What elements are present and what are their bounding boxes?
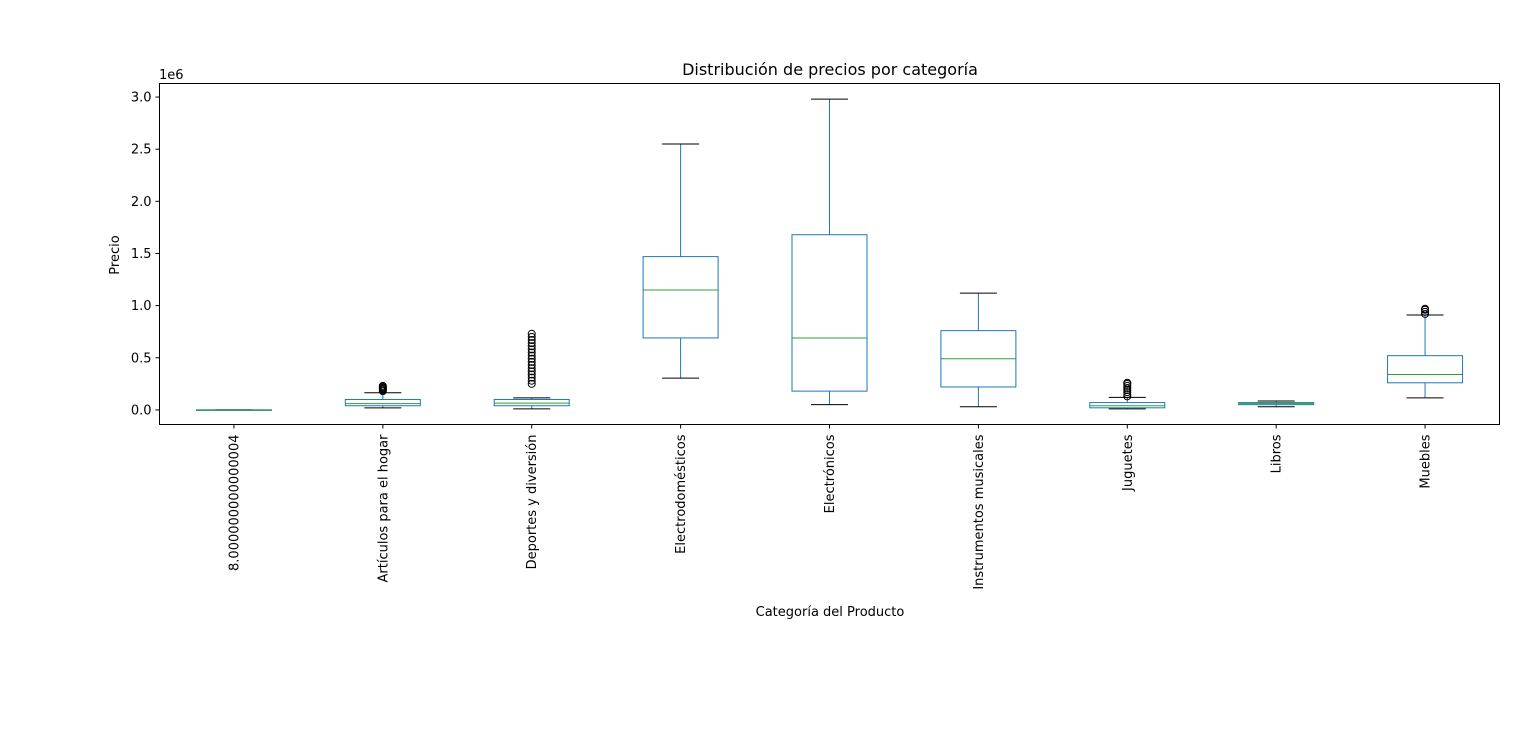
x-tick-label: Artículos para el hogar — [376, 434, 391, 583]
axes-frame — [159, 83, 1500, 425]
outlier-point — [1123, 381, 1132, 390]
box-group — [344, 381, 421, 409]
box-iqr — [1387, 355, 1464, 384]
x-tick-label: Juguetes — [1121, 434, 1136, 492]
outlier-point — [1421, 307, 1430, 316]
outlier-point — [527, 345, 536, 354]
outlier-point — [527, 364, 536, 373]
box-iqr — [791, 234, 868, 392]
x-tick-label: Libros — [1270, 434, 1285, 473]
outlier-point — [1421, 309, 1430, 318]
outlier-point — [1123, 390, 1132, 399]
x-tick-label: Muebles — [1419, 434, 1434, 488]
box-group — [493, 329, 570, 410]
y-tick-label: 0.5 — [131, 351, 152, 366]
y-tick-label: 3.0 — [131, 91, 152, 106]
x-tick-label: Electrónicos — [823, 434, 838, 513]
x-tick-label: 8.000000000000004 — [227, 435, 242, 571]
outlier-point — [1123, 388, 1132, 397]
box-iqr — [642, 256, 719, 339]
outlier-point — [527, 357, 536, 366]
y-axis-ticks: 0.0 0.5 1.0 1.5 2.0 2.5 3.0 — [131, 91, 160, 418]
outlier-point — [527, 332, 536, 341]
outlier-point — [527, 367, 536, 376]
box-iqr — [493, 398, 570, 407]
y-tick-label: 2.0 — [131, 195, 152, 210]
box-iqr — [1089, 402, 1166, 409]
outlier-point — [527, 351, 536, 360]
outlier-point — [1421, 304, 1430, 313]
outlier-point — [527, 373, 536, 382]
box-group — [1387, 304, 1464, 399]
outlier-point — [527, 348, 536, 357]
box-group — [791, 98, 868, 406]
x-axis-label: Categoría del Producto — [756, 605, 905, 620]
y-tick-label: 1.0 — [131, 299, 152, 314]
outlier-point — [527, 339, 536, 348]
outlier-point — [1123, 384, 1132, 393]
box-group — [1089, 378, 1166, 410]
box-group — [642, 143, 719, 379]
box-group — [940, 292, 1017, 408]
outlier-point — [527, 370, 536, 379]
outlier-point — [1123, 392, 1132, 401]
box-group — [1238, 400, 1315, 408]
box-group — [195, 409, 272, 411]
plot-area — [195, 98, 1464, 411]
outlier-point — [527, 379, 536, 388]
y-axis-offset-label: 1e6 — [159, 68, 184, 83]
y-tick-label: 1.5 — [131, 247, 152, 262]
outlier-point — [527, 361, 536, 370]
outlier-point — [527, 342, 536, 351]
y-tick-label: 0.0 — [131, 403, 152, 418]
outlier-point — [527, 354, 536, 363]
outlier-point — [378, 381, 387, 390]
outlier-point — [527, 329, 536, 338]
y-axis-label: Precio — [108, 235, 123, 274]
x-axis-ticks: 8.000000000000004 Artículos para el hogar… — [227, 424, 1434, 590]
x-tick-label: Instrumentos musicales — [972, 434, 987, 589]
box-iqr — [344, 398, 421, 407]
x-tick-label: Deportes y diversión — [525, 435, 540, 570]
outlier-point — [527, 376, 536, 385]
outlier-point — [1123, 378, 1132, 387]
chart-title: Distribución de precios por categoría — [682, 60, 978, 79]
x-tick-label: Electrodomésticos — [674, 434, 689, 554]
y-tick-label: 2.5 — [131, 143, 152, 158]
outlier-point — [527, 336, 536, 345]
